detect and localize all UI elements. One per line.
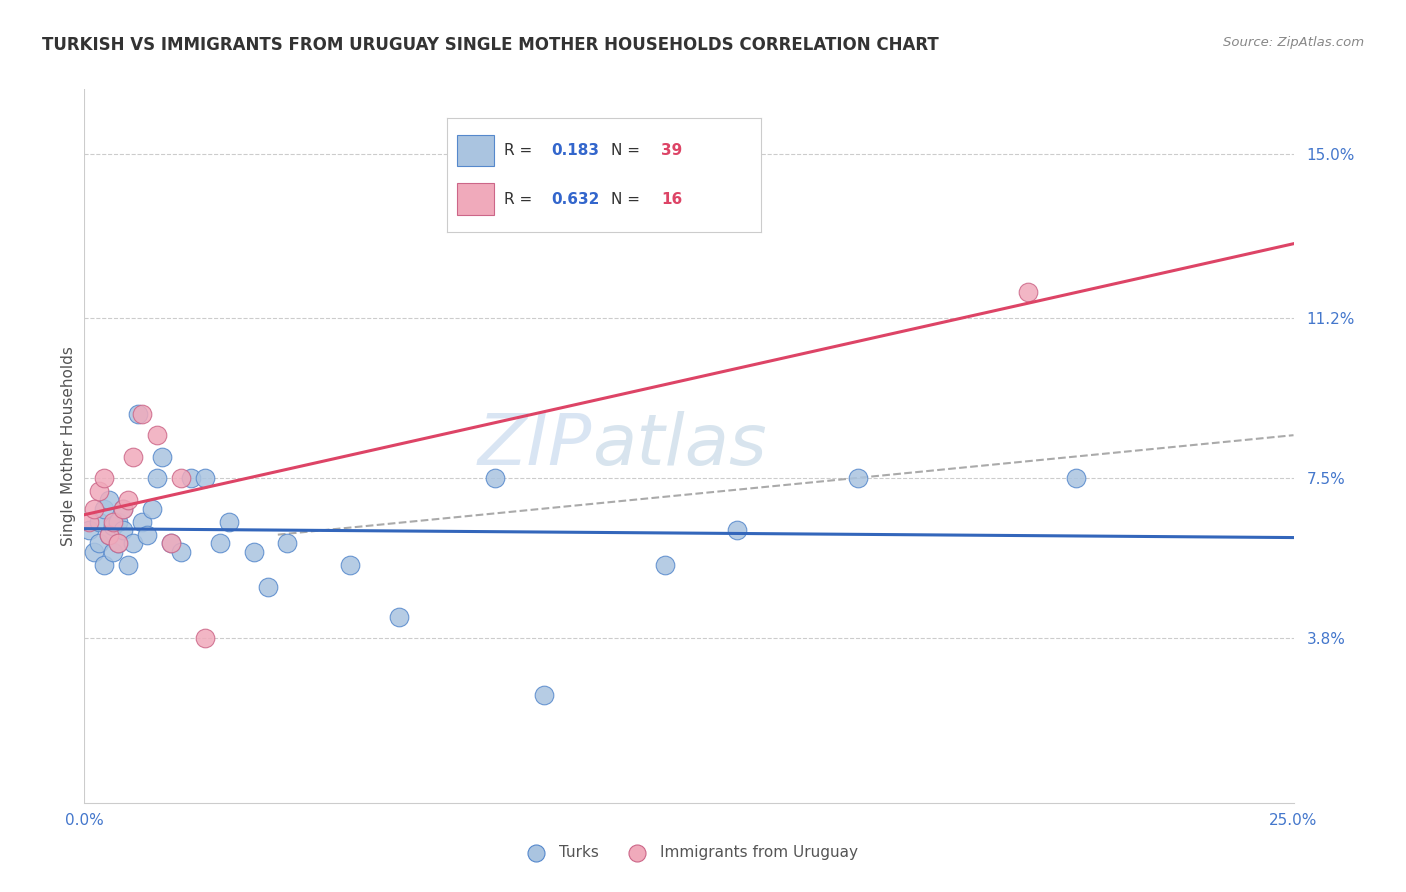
Point — [83, 501, 105, 516]
Point — [112, 501, 135, 516]
Point — [97, 527, 120, 541]
Point — [93, 558, 115, 572]
Point — [107, 515, 129, 529]
Point — [103, 515, 125, 529]
Point — [87, 484, 110, 499]
Point — [107, 536, 129, 550]
Text: Source: ZipAtlas.com: Source: ZipAtlas.com — [1223, 36, 1364, 49]
Point — [107, 536, 129, 550]
Point — [194, 471, 217, 485]
Point — [194, 632, 217, 646]
Point — [170, 471, 193, 485]
Point — [846, 471, 869, 485]
Point — [242, 545, 264, 559]
Point — [117, 493, 139, 508]
Point — [121, 450, 143, 464]
Point — [257, 580, 280, 594]
Point — [654, 558, 676, 572]
Point — [208, 536, 231, 550]
Point — [339, 558, 361, 572]
Point — [146, 428, 169, 442]
Point — [77, 524, 100, 538]
Point — [170, 545, 193, 559]
Point — [276, 536, 298, 550]
Point — [77, 515, 100, 529]
Point — [131, 515, 153, 529]
Point — [112, 501, 135, 516]
Point — [93, 501, 115, 516]
Point — [103, 545, 125, 559]
Y-axis label: Single Mother Households: Single Mother Households — [60, 346, 76, 546]
Point — [1017, 285, 1039, 300]
Point — [103, 519, 125, 533]
Point — [93, 471, 115, 485]
Point — [484, 471, 506, 485]
Point — [388, 610, 411, 624]
Point — [97, 493, 120, 508]
Point — [112, 524, 135, 538]
Point — [160, 536, 183, 550]
Point — [1064, 471, 1087, 485]
Point — [533, 688, 555, 702]
Point — [97, 527, 120, 541]
Point — [121, 536, 143, 550]
Text: TURKISH VS IMMIGRANTS FROM URUGUAY SINGLE MOTHER HOUSEHOLDS CORRELATION CHART: TURKISH VS IMMIGRANTS FROM URUGUAY SINGL… — [42, 36, 939, 54]
Text: atlas: atlas — [592, 411, 766, 481]
Point — [87, 515, 110, 529]
Point — [146, 471, 169, 485]
Point — [218, 515, 240, 529]
Legend: Turks, Immigrants from Uruguay: Turks, Immigrants from Uruguay — [515, 839, 863, 866]
Point — [136, 527, 159, 541]
Point — [150, 450, 173, 464]
Point — [83, 545, 105, 559]
Point — [180, 471, 202, 485]
Point — [141, 501, 163, 516]
Point — [131, 407, 153, 421]
Point — [87, 536, 110, 550]
Text: ZIP: ZIP — [478, 411, 592, 481]
Point — [117, 558, 139, 572]
Point — [160, 536, 183, 550]
Point — [725, 524, 748, 538]
Point — [127, 407, 149, 421]
